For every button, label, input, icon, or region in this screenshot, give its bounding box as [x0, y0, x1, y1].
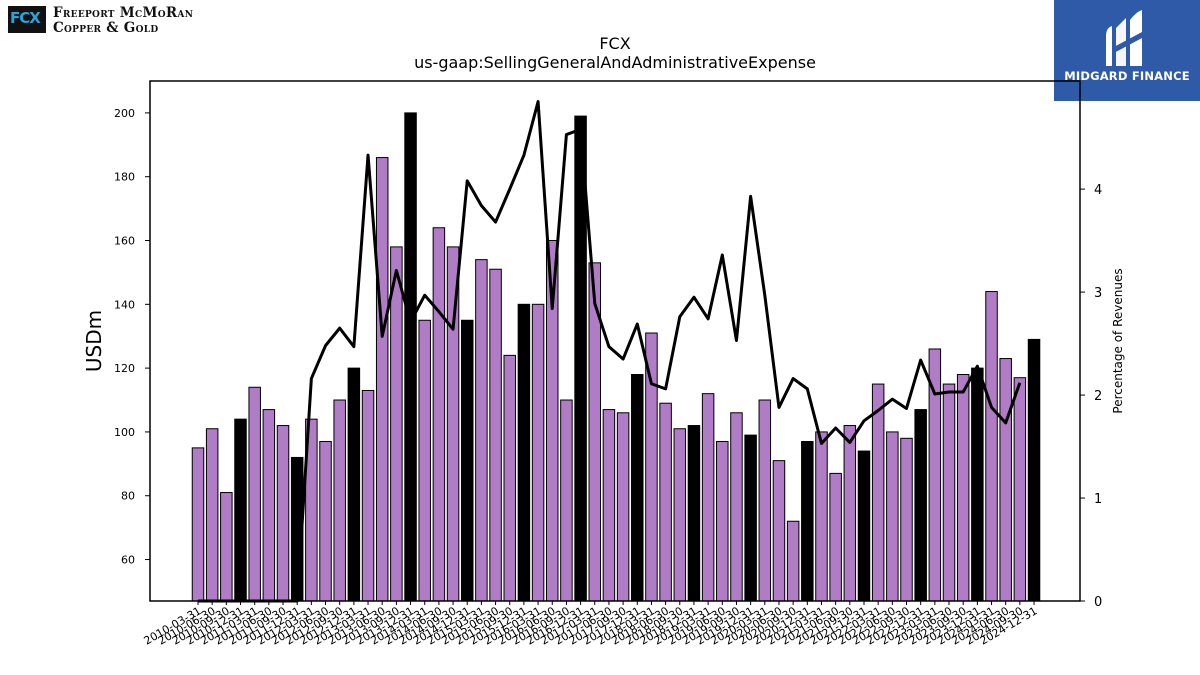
fcx-logo-mark: FCX	[8, 6, 46, 33]
bar-2015-06-30	[489, 268, 502, 602]
bar-2018-12-31	[687, 425, 701, 602]
bar-2019-06-30	[716, 440, 729, 602]
bar-2019-09-30	[730, 412, 743, 602]
bar-2016-03-31	[531, 303, 545, 602]
bar-2018-09-30	[673, 428, 687, 602]
bar-2012-06-30	[319, 440, 332, 602]
bar-2017-12-31	[631, 374, 644, 602]
bar-2014-12-31	[460, 319, 474, 602]
bar-2012-09-30	[333, 399, 346, 602]
bar-2011-09-30	[276, 425, 290, 602]
bar-2010-09-30	[220, 492, 233, 602]
chart-title: FCX	[599, 34, 630, 53]
bar-2020-06-30	[772, 460, 786, 602]
bar-2010-03-31	[191, 447, 205, 602]
y-tick-label: 200	[114, 107, 135, 120]
pct-of-revenues-line	[198, 100, 1022, 603]
y-tick-label: 120	[114, 362, 135, 375]
bar-2021-09-30	[843, 425, 857, 602]
y2-tick-label: 0	[1094, 595, 1102, 610]
bar-2017-06-30	[602, 409, 616, 602]
y-tick-label: 180	[114, 171, 135, 184]
midgard-m-icon	[1106, 10, 1142, 66]
bar-2021-03-31	[815, 431, 828, 602]
bar-2020-03-31	[758, 399, 772, 602]
bar-2015-09-30	[503, 354, 516, 602]
y-tick-label: 80	[121, 490, 135, 503]
plot-frame	[149, 80, 1081, 602]
bar-2020-12-31	[801, 440, 814, 602]
right-y-axis: 0 1 2 3 4	[1080, 183, 1102, 610]
bar-2014-06-30	[432, 227, 446, 602]
bar-2024-03-31	[985, 291, 998, 602]
bar-2015-03-31	[475, 259, 488, 602]
company-name-line1: Freeport McMoRan	[53, 5, 194, 21]
bar-2024-09-30	[1013, 377, 1027, 602]
bar-2022-09-30	[900, 437, 913, 602]
bar-2023-12-31	[971, 367, 984, 602]
bar-2013-03-31	[361, 389, 375, 602]
midgard-finance-logo: MIDGARD FINANCE	[1054, 0, 1200, 101]
bar-2013-06-30	[375, 157, 389, 602]
y-tick-label: 100	[114, 426, 135, 439]
bar-2011-06-30	[262, 409, 276, 602]
bar-series	[191, 112, 1041, 602]
bar-2013-09-30	[390, 246, 403, 602]
y2-tick-label: 2	[1094, 389, 1102, 404]
bar-2016-09-30	[560, 399, 573, 602]
bar-2015-12-31	[517, 303, 531, 602]
chart-subtitle: us-gaap:SellingGeneralAndAdministrativeE…	[414, 53, 816, 72]
bar-2012-12-31	[347, 367, 361, 602]
company-name-line2: Copper & Gold	[53, 20, 159, 36]
bar-2020-09-30	[786, 520, 800, 602]
x-axis: 2010-03-312010-06-302010-09-302010-12-31…	[142, 601, 1040, 648]
bar-2022-06-30	[886, 431, 899, 602]
y-tick-label: 160	[114, 235, 135, 248]
y-tick-label: 60	[121, 554, 135, 567]
y2-tick-label: 1	[1094, 492, 1102, 507]
bar-2014-03-31	[418, 319, 431, 602]
bar-2022-12-31	[914, 409, 927, 602]
bar-2023-06-30	[942, 383, 956, 602]
y-tick-label: 140	[114, 298, 135, 311]
bar-2018-06-30	[659, 402, 672, 602]
bar-2019-12-31	[744, 434, 757, 602]
bar-2024-12-31	[1027, 338, 1041, 602]
bar-2022-03-31	[871, 383, 885, 602]
bar-2019-03-31	[701, 393, 715, 602]
bar-2024-06-30	[999, 358, 1012, 602]
bar-2021-06-30	[829, 472, 842, 602]
bar-2021-12-31	[857, 450, 871, 602]
publisher-name: MIDGARD FINANCE	[1064, 69, 1190, 83]
bar-2013-12-31	[404, 112, 417, 602]
y-axis-label: USDm	[82, 310, 106, 372]
y2-tick-label: 4	[1094, 183, 1102, 198]
bar-2011-03-31	[248, 386, 261, 602]
bar-2023-09-30	[956, 374, 970, 602]
left-y-axis: 60 80 100 120 140 160 180 200	[114, 107, 150, 567]
percentage-line-series	[198, 100, 1022, 603]
y2-axis-label: Percentage of Revenues	[1111, 268, 1125, 413]
freeport-mcmoran-logo: FCX Freeport McMoRan Copper & Gold	[8, 5, 223, 40]
bar-2010-12-31	[234, 418, 247, 602]
bar-2010-06-30	[205, 428, 219, 602]
bar-2017-09-30	[616, 412, 630, 602]
y2-tick-label: 3	[1094, 286, 1102, 301]
